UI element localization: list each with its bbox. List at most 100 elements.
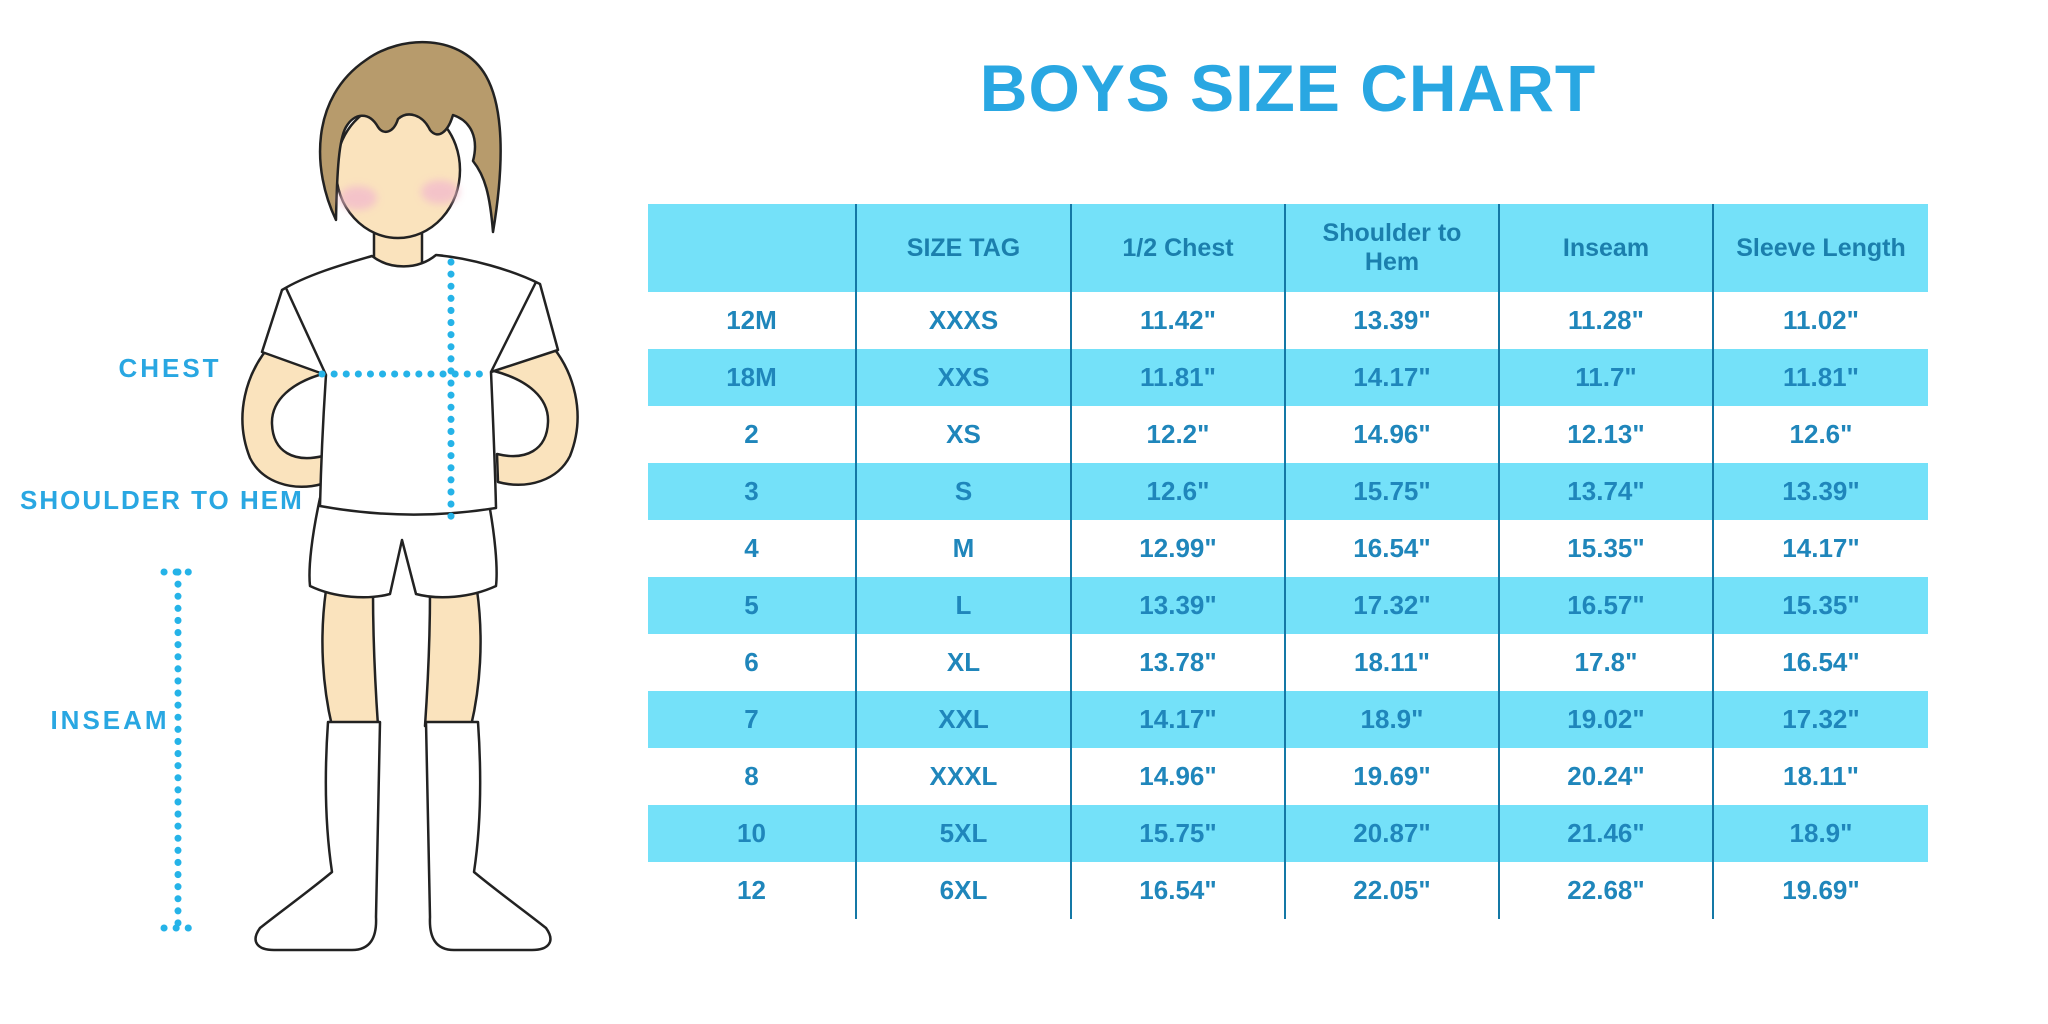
table-cell: L xyxy=(855,577,1070,634)
page-title: BOYS SIZE CHART xyxy=(979,51,1597,125)
table-row: 8 XXXL 14.96" 19.69" 20.24" 18.11" xyxy=(648,748,1928,805)
table-row: 3 S 12.6" 15.75" 13.74" 13.39" xyxy=(648,463,1928,520)
table-cell: 19.69" xyxy=(1284,748,1498,805)
table-cell: 11.7" xyxy=(1498,349,1712,406)
table-cell: 18.11" xyxy=(1284,634,1498,691)
table-cell: XXXS xyxy=(855,292,1070,349)
size-cell: 10 xyxy=(737,817,766,848)
table-cell: 15.35" xyxy=(1712,577,1928,634)
size-cell: 6 xyxy=(744,646,759,677)
table-cell: 18.11" xyxy=(1712,748,1928,805)
boy-hair xyxy=(318,40,502,234)
table-cell: 13.78" xyxy=(1070,634,1284,691)
table-cell: XXL xyxy=(855,691,1070,748)
boy-sleeve-seam-left xyxy=(284,287,328,376)
table-cell: 12.6" xyxy=(1712,406,1928,463)
table-cell: 15.35" xyxy=(1498,520,1712,577)
table-cell: 14.96" xyxy=(1284,406,1498,463)
table-cell: 16.54" xyxy=(1712,634,1928,691)
boy-cheek-right xyxy=(421,180,459,204)
table-cell: XL xyxy=(855,634,1070,691)
chest-label: CHEST xyxy=(118,353,222,383)
size-cell: 12M xyxy=(726,304,777,335)
size-cell: 12 xyxy=(737,874,766,905)
boy-leg-left xyxy=(321,588,380,728)
table-row: 4 M 12.99" 16.54" 15.35" 14.17" xyxy=(648,520,1928,577)
table-cell: XXS xyxy=(855,349,1070,406)
table-cell: 13.39" xyxy=(1070,577,1284,634)
table-header-row: SIZE TAG 1/2 Chest Shoulder to Hem Inseam Sl… xyxy=(648,204,1928,292)
table-cell: 16.54" xyxy=(1284,520,1498,577)
table-cell: M xyxy=(855,520,1070,577)
table-cell: 13.74" xyxy=(1498,463,1712,520)
header-cell-empty xyxy=(648,204,855,292)
table-cell: 5XL xyxy=(855,805,1070,862)
table-row: 7 XXL 14.17" 18.9" 19.02" 17.32" xyxy=(648,691,1928,748)
table-cell: 14.96" xyxy=(1070,748,1284,805)
table-cell: 16.54" xyxy=(1070,862,1284,919)
boy-leg-right xyxy=(423,588,482,728)
table-cell: 11.28" xyxy=(1498,292,1712,349)
boy-sleeve-seam-right xyxy=(489,281,538,373)
size-cell: 5 xyxy=(744,589,759,620)
table-cell: 17.8" xyxy=(1498,634,1712,691)
table-cell: 13.39" xyxy=(1712,463,1928,520)
size-cell: 18M xyxy=(726,361,777,392)
table-cell: 11.81" xyxy=(1070,349,1284,406)
table-cell: 12.6" xyxy=(1070,463,1284,520)
table-cell: 22.05" xyxy=(1284,862,1498,919)
table-cell: S xyxy=(855,463,1070,520)
table-cell: 17.32" xyxy=(1284,577,1498,634)
header-cell: Sleeve Length xyxy=(1712,204,1928,292)
table-row: 5 L 13.39" 17.32" 16.57" 15.35" xyxy=(648,577,1928,634)
table-cell: 21.46" xyxy=(1498,805,1712,862)
header-cell: Shoulder to Hem xyxy=(1284,204,1498,292)
table-row: 6 XL 13.78" 18.11" 17.8" 16.54" xyxy=(648,634,1928,691)
table-cell: 14.17" xyxy=(1712,520,1928,577)
table-row: 12M XXXS 11.42" 13.39" 11.28" 11.02" xyxy=(648,292,1928,349)
size-table: SIZE TAG 1/2 Chest Shoulder to Hem Inseam Sl… xyxy=(648,204,1928,919)
table-cell: XS xyxy=(855,406,1070,463)
table-cell: 17.32" xyxy=(1712,691,1928,748)
table-cell: 19.02" xyxy=(1498,691,1712,748)
table-cell: 11.42" xyxy=(1070,292,1284,349)
boy-sock-right xyxy=(424,720,552,952)
size-cell: 3 xyxy=(744,475,759,506)
table-cell: 12.13" xyxy=(1498,406,1712,463)
table-cell: 14.17" xyxy=(1284,349,1498,406)
size-cell: 2 xyxy=(744,418,759,449)
table-cell: 6XL xyxy=(855,862,1070,919)
boy-sock-left xyxy=(254,720,382,952)
shoulder-to-hem-label: SHOULDER TO HEM xyxy=(20,485,304,515)
table-row: 10 5XL 15.75" 20.87" 21.46" 18.9" xyxy=(648,805,1928,862)
table-cell: 14.17" xyxy=(1070,691,1284,748)
header-cell: SIZE TAG xyxy=(855,204,1070,292)
table-cell: 15.75" xyxy=(1284,463,1498,520)
table-cell: 18.9" xyxy=(1712,805,1928,862)
table-cell: 19.69" xyxy=(1712,862,1928,919)
table-cell: 18.9" xyxy=(1284,691,1498,748)
size-cell: 8 xyxy=(744,760,759,791)
boy-arm-right xyxy=(490,336,579,486)
table-row: 12 6XL 16.54" 22.05" 22.68" 19.69" xyxy=(648,862,1928,919)
table-cell: 11.81" xyxy=(1712,349,1928,406)
table-cell: 12.99" xyxy=(1070,520,1284,577)
table-cell: 15.75" xyxy=(1070,805,1284,862)
boy-cheek-left xyxy=(339,186,377,210)
table-cell: 20.24" xyxy=(1498,748,1712,805)
inseam-label: INSEAM xyxy=(50,705,170,735)
table-cell: 22.68" xyxy=(1498,862,1712,919)
table-row: 2 XS 12.2" 14.96" 12.13" 12.6" xyxy=(648,406,1928,463)
table-cell: 16.57" xyxy=(1498,577,1712,634)
table-row: 18M XXS 11.81" 14.17" 11.7" 11.81" xyxy=(648,349,1928,406)
table-cell: 11.02" xyxy=(1712,292,1928,349)
header-cell: 1/2 Chest xyxy=(1070,204,1284,292)
size-cell: 7 xyxy=(744,703,759,734)
table-cell: 12.2" xyxy=(1070,406,1284,463)
header-cell: Inseam xyxy=(1498,204,1712,292)
table-cell: 20.87" xyxy=(1284,805,1498,862)
table-cell: XXXL xyxy=(855,748,1070,805)
boy-figure-illustration xyxy=(160,40,579,952)
table-cell: 13.39" xyxy=(1284,292,1498,349)
